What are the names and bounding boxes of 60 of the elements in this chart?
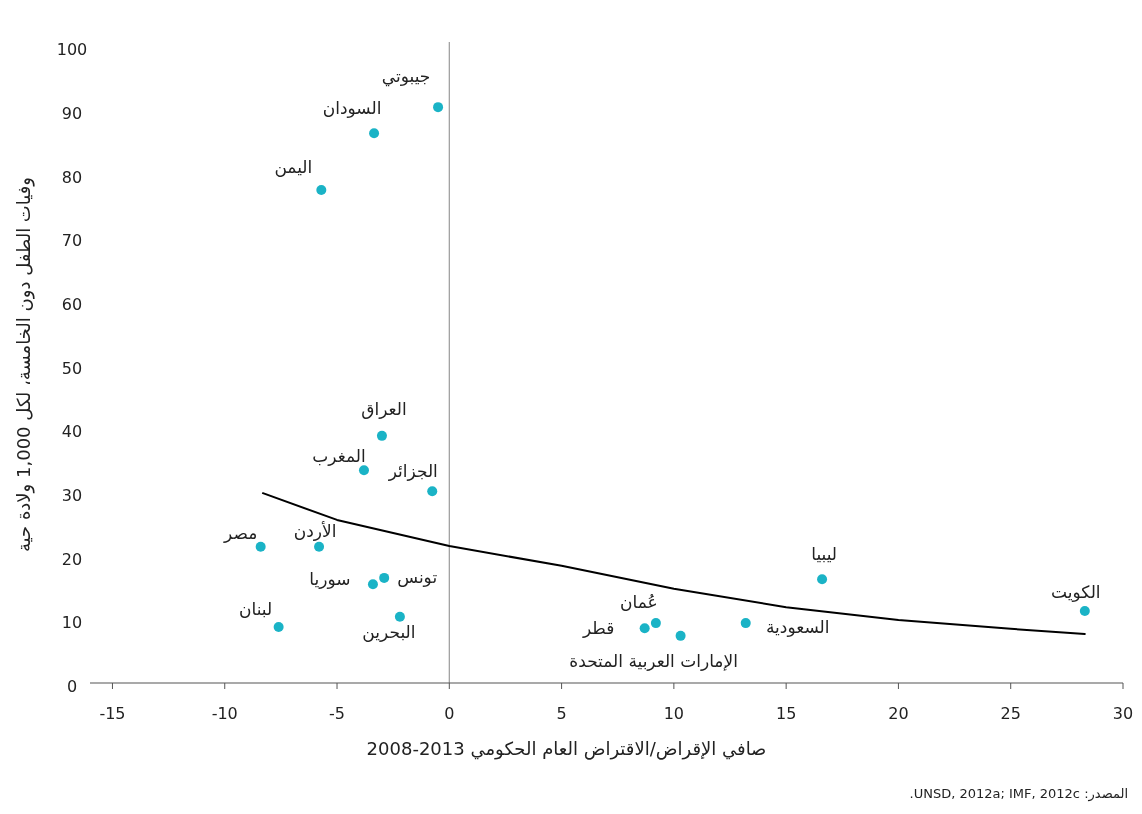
point (639, 623, 650, 634)
point (433, 102, 444, 113)
point (314, 541, 325, 552)
y-tick-label: 100 (56, 40, 88, 60)
annotation: الأردن (293, 520, 337, 541)
point (255, 541, 266, 552)
x-tick-label: 15 (775, 704, 797, 723)
x-tick-label: 10 (663, 704, 685, 723)
y-axis-title: وفيات الطفل دون الخامسة، لكل 1,000 ولادة حية (13, 176, 35, 553)
annotation: مصر (223, 522, 258, 543)
y-tick-label: 50 (61, 358, 83, 378)
annotation: اليمن (274, 156, 313, 177)
y-tick-label: 90 (61, 103, 83, 123)
point (358, 465, 369, 476)
annotation: المغرب (312, 446, 366, 467)
y-tick-label: 30 (61, 486, 83, 505)
point (316, 184, 327, 195)
point (740, 618, 751, 629)
x-tick-label: 30 (1112, 704, 1134, 723)
point (376, 430, 387, 441)
point (369, 128, 380, 139)
y-tick-label: 60 (61, 294, 83, 314)
annotation: الكويت (1051, 582, 1101, 603)
annotation: سوريا (309, 569, 351, 590)
annotation: العراق (361, 398, 407, 419)
x-tick-label: -10 (211, 704, 238, 723)
point (394, 611, 405, 622)
x-tick-label: 20 (888, 704, 909, 723)
x-tick-label: -5 (329, 704, 345, 723)
y-tick-label: 20 (61, 549, 83, 569)
point (379, 572, 390, 583)
text: المصدر: UNSD, 2012a; IMF, 2012c. (909, 786, 1128, 802)
y-tick-label: 0 (66, 677, 78, 697)
y-tick-label: 80 (61, 167, 83, 187)
x-tick-label: -15 (99, 704, 126, 723)
point (427, 486, 438, 497)
annotation: ليبيا (811, 544, 837, 565)
x-tick-label: 25 (1000, 704, 1021, 723)
point (367, 579, 378, 590)
annotation: الجزائر (387, 461, 438, 482)
annotation: الإمارات العربية المتحدة (569, 650, 738, 671)
y-tick-label: 70 (61, 231, 83, 251)
annotation: السودان (322, 98, 382, 119)
x-tick-label: 5 (556, 704, 567, 723)
y-tick-label: 40 (61, 422, 83, 442)
annotation: عُمان (620, 592, 658, 613)
point (1079, 606, 1090, 617)
point (273, 621, 284, 632)
annotation: تونس (397, 566, 438, 587)
annotation: السعودية (766, 617, 830, 638)
point (817, 574, 828, 585)
annotation: لبنان (239, 598, 273, 619)
annotation: جيبوتي (381, 66, 431, 88)
annotation: قطر (581, 618, 615, 639)
y-tick-label: 10 (61, 613, 83, 633)
x-tick-label: 0 (444, 704, 455, 723)
point (650, 618, 661, 629)
point (675, 630, 686, 641)
annotation: البحرين (362, 621, 416, 642)
x-axis-title: صافي الإقراض/الاقتراض العام الحكومي 2013-2008 (366, 738, 767, 760)
